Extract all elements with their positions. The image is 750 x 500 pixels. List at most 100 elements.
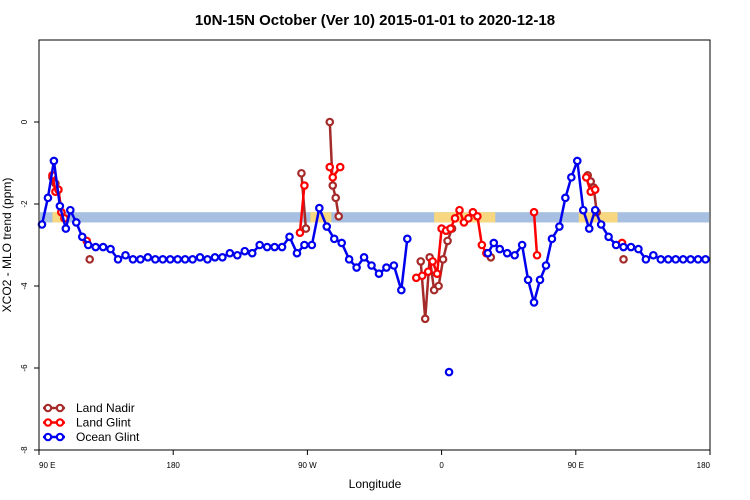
data-point-ocean-glint [43,193,53,203]
data-point-ocean-glint [649,250,658,260]
data-point-ocean-glint [270,242,279,252]
data-point-ocean-glint [151,255,160,264]
data-point-land-glint [450,214,460,223]
ocean-band [40,212,709,223]
data-point-ocean-glint [555,222,564,231]
data-point-land-glint [581,173,591,182]
series-line-ocean-glint [40,159,409,292]
data-point-ocean-glint [535,275,545,285]
data-point-ocean-glint [307,240,317,250]
data-point-ocean-glint [403,234,412,244]
data-point-ocean-glint [143,252,153,262]
data-point-ocean-glint [277,242,287,252]
data-point-land-nadir [331,193,341,203]
data-point-land-nadir [619,255,628,264]
data-point-land-glint [590,185,600,194]
y-tick-label: -4 [20,282,29,290]
data-point-ocean-glint [98,242,108,252]
series-line-land-nadir [328,121,340,217]
data-point-land-glint [464,214,473,223]
legend-label-land-nadir: Land Nadir [76,401,135,415]
data-point-ocean-glint [337,238,346,248]
data-point-ocean-glint [489,238,499,248]
data-point-ocean-glint [502,248,512,258]
data-point-land-glint [328,173,338,182]
data-point-land-nadir [438,255,448,264]
data-point-ocean-glint [590,205,600,215]
y-tick-label: -8 [20,446,29,454]
data-point-ocean-glint [352,263,361,272]
series-line-land-glint [298,185,306,233]
data-point-ocean-glint [106,244,115,254]
data-point-ocean-glint [344,255,354,264]
data-point-ocean-glint [218,252,227,262]
data-point-ocean-glint [686,255,695,264]
data-point-land-nadir [328,181,338,190]
x-axis-label: Longitude [349,477,402,491]
data-point-ocean-glint [255,240,264,250]
x-tick-label: 180 [697,461,711,470]
data-point-ocean-glint [541,261,551,270]
data-point-ocean-glint [397,285,406,295]
data-point-ocean-glint [693,255,703,264]
data-point-ocean-glint [547,234,557,244]
axes: 90 E 180 90 W 0 90 E 180 -8 -6 -4 -2 0 [20,119,711,470]
data-point-ocean-glint [656,255,666,264]
legend-marker-ocean-glint [55,432,65,442]
y-axis-label: XCO2 - MLO trend (ppm) [0,178,14,313]
data-point-ocean-glint [247,248,257,258]
data-point-ocean-glint [91,242,100,252]
data-point-land-glint [423,267,433,276]
data-point-land-nadir [334,212,344,221]
data-point-ocean-glint [641,255,651,264]
legend-label-land-glint: Land Glint [76,416,131,430]
data-point-ocean-glint [382,263,391,272]
data-point-ocean-glint [158,255,168,264]
chart-title: 10N-15N October (Ver 10) 2015-01-01 to 2… [195,12,555,29]
data-point-land-glint [532,250,542,260]
data-point-ocean-glint [634,244,643,254]
data-point-ocean-glint [567,173,576,182]
plot-frame [38,39,711,451]
data-point-ocean-glint [61,224,71,233]
data-point-ocean-glint [195,252,205,262]
data-point-ocean-glint [315,203,324,213]
legend-marker-ocean-glint [43,432,53,442]
data-point-ocean-glint [203,255,212,264]
data-point-ocean-glint [37,220,47,229]
data-point-land-glint [335,162,345,172]
data-point-ocean-glint [113,255,123,264]
data-point-ocean-glint [483,248,493,258]
data-point-ocean-glint [611,240,621,250]
data-point-ocean-glint [367,261,376,270]
data-point-ocean-glint [180,255,190,264]
legend-marker-land-nadir [43,403,53,413]
data-point-ocean-glint [671,255,681,264]
data-point-land-nadir [420,314,430,324]
legend-marker-land-nadir [55,403,65,413]
background-band [40,212,709,223]
data-point-ocean-glint [136,255,145,264]
data-point-land-nadir [297,168,306,178]
x-tick-label: 90 W [298,461,317,470]
data-point-ocean-glint [626,242,636,252]
data-point-land-glint [473,212,482,221]
series-line-ocean-glint [486,159,706,304]
data-point-ocean-glint [285,232,294,242]
data-point-land-nadir [85,255,94,264]
data-point-ocean-glint [584,224,594,233]
x-tick-label: 0 [439,461,444,470]
data-point-ocean-glint [510,250,519,260]
data-point-ocean-glint [523,275,533,285]
x-tick-label: 180 [167,461,181,470]
series-layer [37,117,710,377]
data-point-land-nadir [443,236,452,246]
data-point-ocean-glint [173,255,182,264]
x-tick-label: 90 E [39,461,55,470]
data-point-land-glint [529,207,539,217]
data-point-land-nadir [325,117,335,127]
data-point-land-glint [446,224,455,233]
